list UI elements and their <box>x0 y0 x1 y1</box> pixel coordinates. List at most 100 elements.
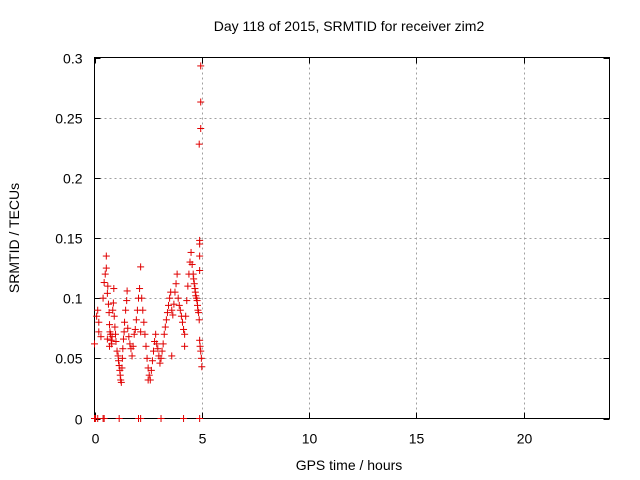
data-point <box>129 342 137 350</box>
data-point <box>118 354 126 362</box>
data-point <box>100 279 108 287</box>
data-point <box>147 366 155 374</box>
data-point <box>106 342 114 350</box>
data-point <box>141 330 149 338</box>
data-point <box>159 340 167 348</box>
data-point <box>104 282 112 290</box>
data-point <box>109 299 117 307</box>
data-point <box>122 306 130 314</box>
x-tick-label: 15 <box>409 431 425 447</box>
data-point <box>130 330 138 338</box>
data-point <box>190 275 198 283</box>
x-tick-label: 0 <box>92 431 100 447</box>
data-point <box>148 357 156 365</box>
data-point <box>119 345 127 353</box>
data-point <box>168 352 176 360</box>
data-point <box>182 312 190 320</box>
data-point <box>136 285 144 293</box>
data-point <box>110 312 118 320</box>
data-point <box>125 333 133 341</box>
data-point <box>153 340 161 348</box>
data-point <box>165 301 173 309</box>
data-point <box>174 294 182 302</box>
data-point <box>100 415 108 422</box>
data-point <box>196 336 204 344</box>
data-point <box>103 335 111 343</box>
data-point <box>123 297 131 305</box>
data-point <box>95 318 103 326</box>
data-point <box>106 321 114 329</box>
data-point <box>187 248 195 256</box>
data-point <box>115 415 123 422</box>
data-point <box>181 342 189 350</box>
plot-frame <box>94 57 610 419</box>
data-point <box>152 330 160 338</box>
data-point <box>119 335 127 343</box>
data-point <box>110 285 118 293</box>
x-tick-label: 10 <box>302 431 318 447</box>
data-point <box>91 340 98 348</box>
data-point <box>143 354 151 362</box>
data-point <box>144 376 152 384</box>
data-point <box>195 140 203 148</box>
data-point <box>184 282 192 290</box>
data-point <box>169 311 177 319</box>
data-point <box>111 323 119 331</box>
data-point <box>94 306 102 314</box>
data-point <box>170 300 178 308</box>
x-axis-label: GPS time / hours <box>296 457 403 473</box>
axis-ticks: 0 0.05 0.1 0.15 0.2 0.25 0.3 0 5 10 15 20 <box>55 51 610 447</box>
data-point <box>188 260 196 268</box>
data-point <box>103 289 111 297</box>
data-point <box>160 330 168 338</box>
y-tick-label: 0.15 <box>55 231 82 247</box>
data-point <box>112 330 120 338</box>
data-point <box>175 301 183 309</box>
data-point <box>176 306 184 314</box>
data-point <box>117 378 125 386</box>
data-point <box>137 263 145 271</box>
data-point <box>137 415 145 422</box>
data-point <box>121 318 129 326</box>
data-point <box>195 309 203 317</box>
data-point <box>115 357 123 365</box>
data-point <box>197 354 205 362</box>
data-point <box>171 288 179 296</box>
data-point <box>196 240 204 248</box>
data-point <box>99 294 107 302</box>
data-point <box>97 333 105 341</box>
data-point <box>198 363 206 371</box>
y-tick-label: 0.3 <box>63 51 83 67</box>
data-point <box>180 325 188 333</box>
data-point <box>181 330 189 338</box>
data-point <box>197 347 205 355</box>
data-point <box>163 309 171 317</box>
data-point <box>183 297 191 305</box>
data-point <box>112 337 120 345</box>
data-point <box>180 415 188 422</box>
data-point <box>197 98 205 106</box>
data-point <box>95 328 103 336</box>
data-point <box>145 371 153 379</box>
data-point <box>131 325 139 333</box>
data-point <box>196 266 204 274</box>
y-tick-label: 0.1 <box>63 291 83 307</box>
data-point <box>173 270 181 278</box>
data-point <box>197 62 205 70</box>
data-point <box>157 354 165 362</box>
data-point <box>138 294 146 302</box>
y-tick-label: 0.05 <box>55 351 82 367</box>
data-point <box>161 323 169 331</box>
data-point <box>154 345 162 353</box>
data-point <box>157 415 165 422</box>
data-point <box>120 328 128 336</box>
x-tick-label: 5 <box>199 431 207 447</box>
data-point <box>196 342 204 350</box>
data-point <box>124 324 132 332</box>
data-point <box>195 316 203 324</box>
chart-title: Day 118 of 2015, SRMTID for receiver zim… <box>214 18 485 34</box>
data-point <box>128 352 136 360</box>
data-point <box>162 316 170 324</box>
y-tick-label: 0.25 <box>55 111 82 127</box>
